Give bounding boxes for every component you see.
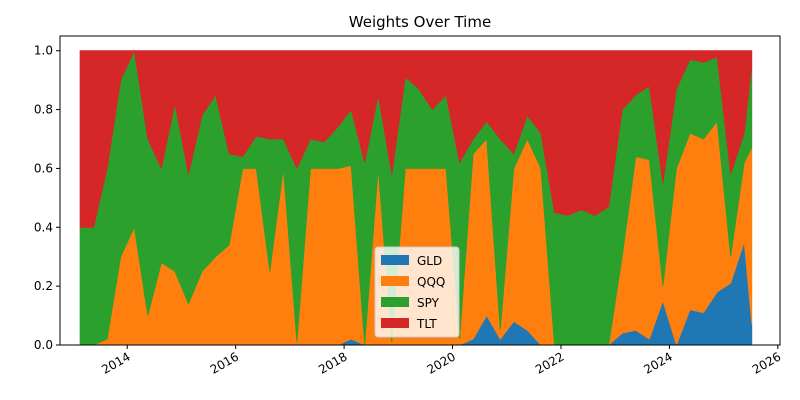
y-tick-label: 0.8 xyxy=(34,103,53,117)
x-tick-label: 2014 xyxy=(99,349,132,376)
y-tick-label: 0.0 xyxy=(34,338,53,352)
y-tick-label: 0.6 xyxy=(34,161,53,175)
legend-swatch xyxy=(381,318,409,328)
y-tick-label: 0.4 xyxy=(34,220,53,234)
legend-label: QQQ xyxy=(417,275,445,289)
chart-title: Weights Over Time xyxy=(349,13,491,31)
legend-label: SPY xyxy=(417,296,440,310)
legend-swatch xyxy=(381,297,409,307)
x-tick-label: 2022 xyxy=(533,349,566,376)
x-tick-label: 2018 xyxy=(316,349,349,376)
y-tick-label: 0.2 xyxy=(34,279,53,293)
x-tick-label: 2016 xyxy=(208,349,241,376)
x-tick-label: 2026 xyxy=(750,349,783,376)
legend-label: GLD xyxy=(417,254,442,268)
legend-swatch xyxy=(381,255,409,265)
y-tick-label: 1.0 xyxy=(34,44,53,58)
legend-label: TLT xyxy=(416,317,437,331)
x-tick-label: 2024 xyxy=(641,349,674,376)
area xyxy=(79,49,753,228)
x-tick-label: 2020 xyxy=(425,349,458,376)
legend-box xyxy=(374,246,460,338)
plot-frame xyxy=(59,35,781,346)
legend-swatch xyxy=(381,276,409,286)
